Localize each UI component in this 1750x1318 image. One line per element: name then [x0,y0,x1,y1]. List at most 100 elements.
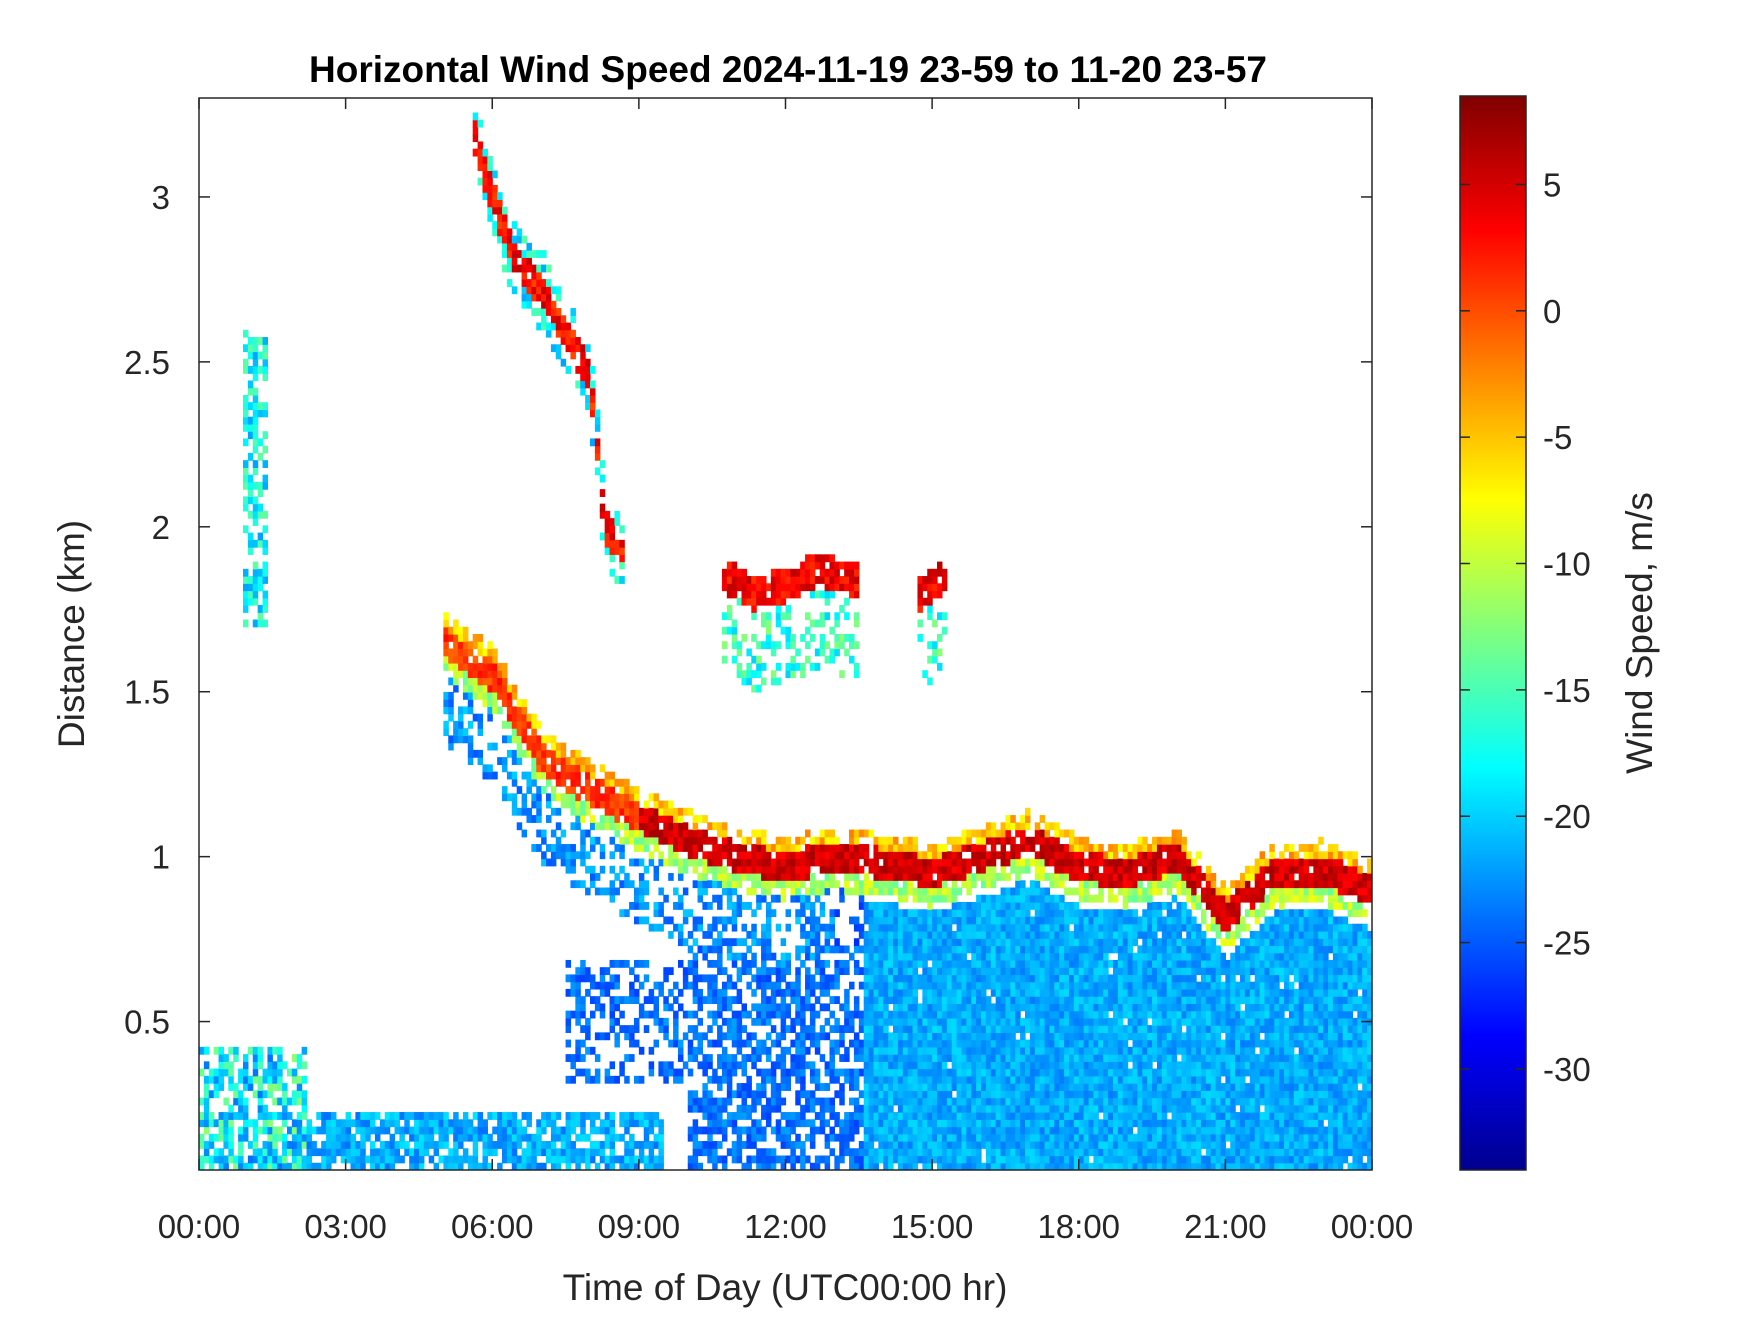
heatmap-cell [819,865,826,874]
heatmap-cell [389,1133,396,1142]
heatmap-cell [355,1141,361,1149]
heatmap-cell [272,1133,278,1142]
heatmap-cell [653,815,660,823]
heatmap-cell [1020,1162,1026,1170]
heatmap-cell [614,1155,620,1164]
heatmap-cell [262,539,269,548]
heatmap-cell [257,402,264,411]
heatmap-cell [873,865,879,874]
heatmap-cell [707,836,713,845]
heatmap-cell [208,1162,215,1170]
heatmap-cell [384,1155,391,1164]
heatmap-cell [526,257,532,266]
heatmap-cell [902,1148,909,1157]
heatmap-cell [873,1133,879,1142]
heatmap-cell [990,836,997,845]
heatmap-cell [956,1054,963,1062]
heatmap-cell [1034,902,1041,910]
heatmap-cell [751,1155,757,1164]
heatmap-cell [492,670,498,679]
heatmap-cell [296,1141,303,1149]
heatmap-cell [717,1032,723,1041]
heatmap-cell [697,996,704,1004]
heatmap-cell [985,996,992,1004]
heatmap-cell [233,1112,239,1120]
heatmap-cell [1024,959,1031,968]
heatmap-cell [487,1112,493,1120]
heatmap-cell [560,749,567,758]
heatmap-cell [643,1162,650,1170]
heatmap-cell [1034,851,1041,860]
heatmap-cell [1015,988,1021,997]
heatmap-cell [917,583,923,592]
heatmap-cell [829,858,835,867]
heatmap-cell [795,1075,801,1084]
heatmap-cell [516,235,523,244]
heatmap-cell [858,844,865,852]
heatmap-cell [746,1155,752,1164]
heatmap-cell [262,409,269,418]
heatmap-cell [1034,916,1041,925]
heatmap-cell [511,235,518,244]
heatmap-cell [570,851,576,860]
heatmap-cell [834,865,840,874]
heatmap-cell [961,1097,967,1106]
heatmap-cell [497,1133,503,1142]
heatmap-cell [761,930,767,939]
heatmap-cell [526,1112,532,1120]
heatmap-cell [858,923,865,932]
heatmap-cell [995,1054,1002,1062]
heatmap-cell [971,1046,977,1055]
heatmap-cell [257,481,264,490]
heatmap-cell [971,1126,977,1135]
heatmap-cell [756,1148,762,1157]
heatmap-cell [526,286,532,295]
heatmap-cell [663,894,669,903]
heatmap-cell [585,1133,591,1142]
heatmap-cell [917,851,923,860]
heatmap-cell [736,1083,743,1091]
heatmap-cell [941,1162,948,1170]
heatmap-cell [809,988,816,997]
heatmap-cell [878,1155,884,1164]
heatmap-cell [946,1054,953,1062]
heatmap-cell [717,996,723,1004]
heatmap-cell [800,634,806,642]
heatmap-cell [506,279,513,287]
heatmap-cell [1039,967,1046,976]
heatmap-cell [751,670,757,679]
heatmap-cell [751,590,757,599]
heatmap-cell [360,1141,366,1149]
heatmap-cell [893,1061,899,1070]
heatmap-cell [985,1090,992,1099]
heatmap-cell [663,807,669,816]
heatmap-cell [233,1155,239,1164]
heatmap-cell [956,981,963,990]
heatmap-cell [511,757,518,765]
heatmap-cell [1020,844,1026,852]
heatmap-cell [575,822,581,831]
heatmap-cell [971,988,977,997]
heatmap-cell [917,1010,923,1019]
heatmap-cell [917,909,923,918]
heatmap-cell [1039,865,1046,874]
heatmap-cell [575,757,581,765]
heatmap-cell [1029,1119,1036,1128]
heatmap-cell [946,1141,953,1149]
heatmap-cell [541,764,547,773]
heatmap-cell [844,865,850,874]
heatmap-cell [819,634,826,642]
heatmap-cell [458,706,464,715]
heatmap-cell [502,235,508,244]
heatmap-cell [990,1010,997,1019]
heatmap-cell [888,1010,894,1019]
heatmap-cell [814,959,821,968]
heatmap-cell [1054,1155,1060,1164]
heatmap-cell [985,829,992,838]
heatmap-cell [1000,1068,1007,1077]
heatmap-cell [687,858,694,867]
heatmap-cell [868,902,875,910]
heatmap-cell [731,655,738,664]
heatmap-cell [296,1054,303,1062]
heatmap-cell [599,974,606,983]
